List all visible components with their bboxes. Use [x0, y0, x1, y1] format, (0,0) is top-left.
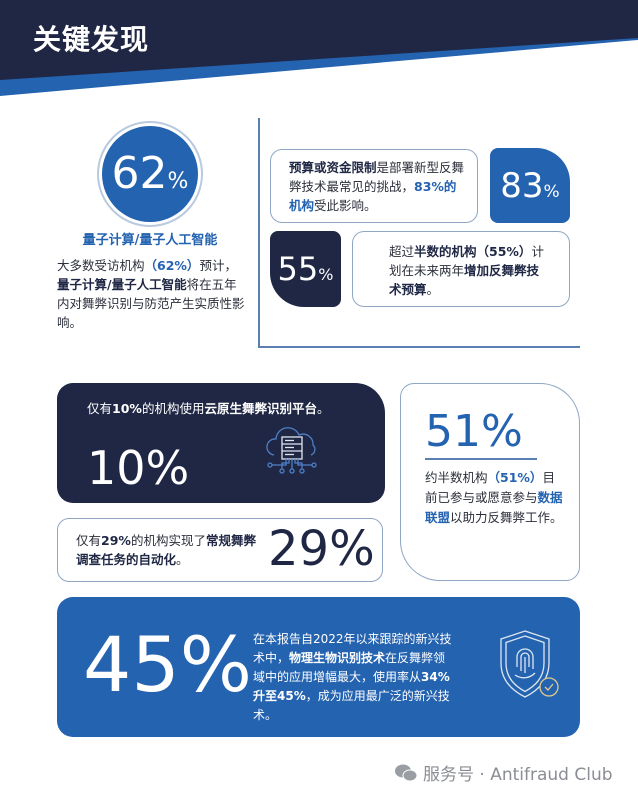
stat-45-text: 在本报告自2022年以来跟踪的新兴技术中，物理生物识别技术在反舞弊领域中的应用增… [253, 632, 452, 722]
divider [258, 118, 260, 346]
cloud-server-icon [266, 427, 317, 474]
stat-62-subtitle: 量子计算/量子人工智能 [82, 233, 218, 248]
stat-62-text: 大多数受访机构（62%）预计，量子计算/量子人工智能将在五年内对舞弊识别与防范产… [57, 258, 245, 330]
stat-45-card: 45% 在本报告自2022年以来跟踪的新兴技术中，物理生物识别技术在反舞弊领域中… [57, 597, 580, 737]
stat-55-text: 超过半数的机构（55%）计划在未来两年增加反舞弊技术预算。 [352, 231, 570, 307]
stat-10-text: 仅有10%的机构使用云原生舞弊识别平台。 [87, 401, 330, 416]
stat-62-circle: 62% [97, 121, 203, 227]
stat-51-text: 约半数机构（51%）目前已参与或愿意参与数据联盟以助力反舞弊工作。 [425, 470, 563, 525]
watermark-text: 服务号 · Antifraud Club [423, 765, 613, 785]
divider [258, 346, 580, 348]
stat-10-value: 10% [87, 441, 190, 495]
fingerprint-shield-icon [500, 630, 559, 698]
header-banner [0, 0, 638, 96]
stat-29-card: 仅有29%的机构实现了常规舞弊调查任务的自动化。 29% [57, 518, 383, 582]
wechat-icon [395, 764, 417, 781]
stat-51-value: 51% [425, 406, 523, 457]
watermark: 服务号 · Antifraud Club [395, 760, 613, 785]
stat-unit: % [167, 169, 189, 194]
page-title: 关键发现 [33, 23, 150, 56]
stat-10-card: 仅有10%的机构使用云原生舞弊识别平台。 10% [57, 383, 385, 503]
stat-51-card: 51% 约半数机构（51%）目前已参与或愿意参与数据联盟以助力反舞弊工作。 [400, 383, 580, 581]
divider [425, 458, 537, 460]
stat-29-value: 29% [268, 521, 375, 577]
stat-29-text: 仅有29%的机构实现了常规舞弊调查任务的自动化。 [76, 533, 256, 567]
stat-value: 62 [111, 148, 168, 199]
stat-83-badge: 83% [490, 148, 570, 223]
stat-83-text: 预算或资金限制是部署新型反舞弊技术最常见的挑战，83%的机构受此影响。 [270, 149, 478, 223]
stat-45-value: 45% [83, 620, 252, 709]
stat-55-badge: 55% [270, 231, 341, 307]
